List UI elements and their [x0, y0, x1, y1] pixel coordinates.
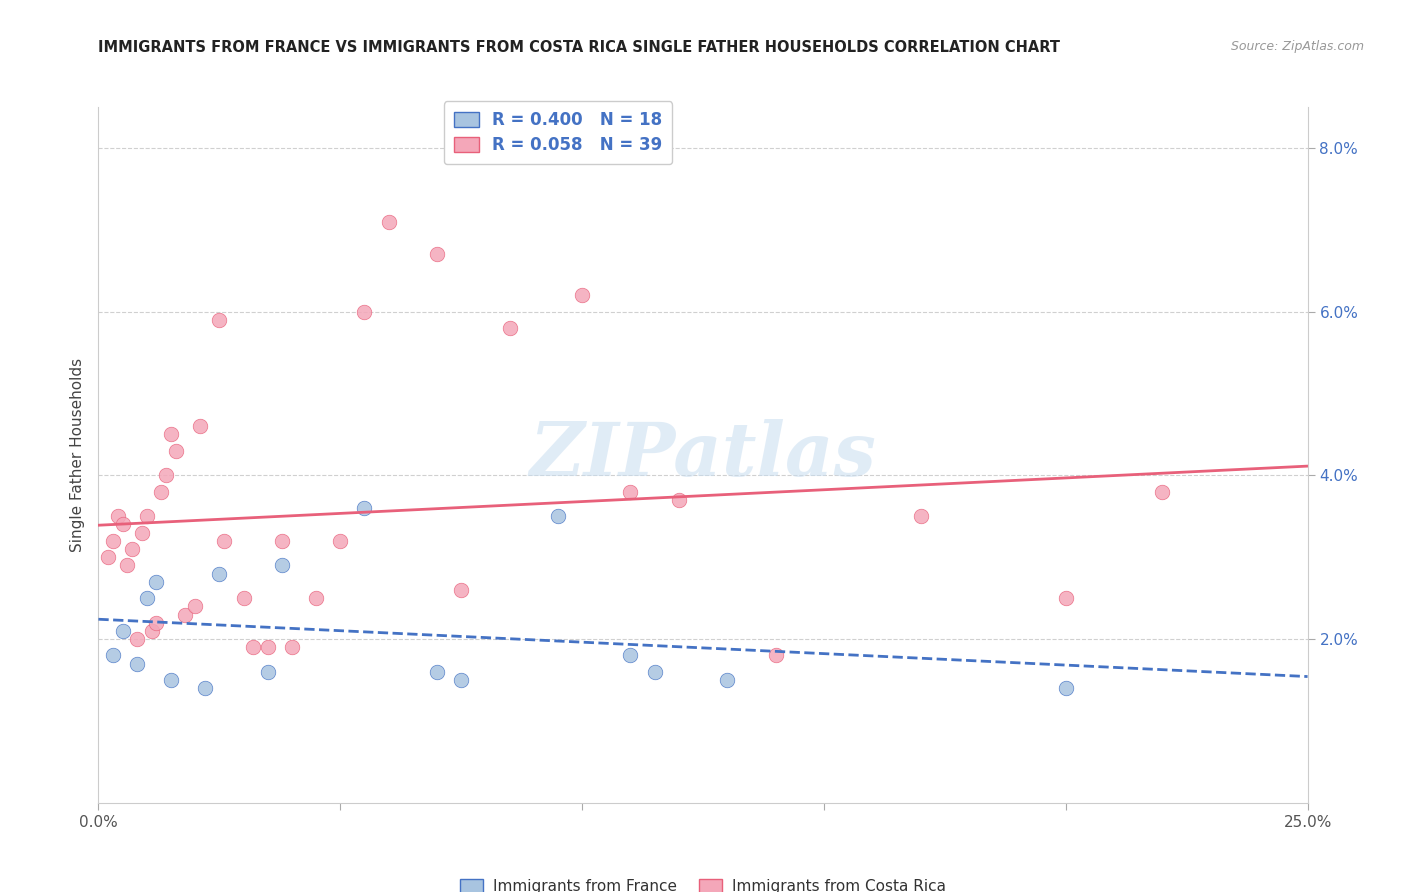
- Point: [97, 550, 120, 565]
- Point: [910, 509, 932, 524]
- Point: [117, 558, 139, 573]
- Point: [353, 304, 375, 318]
- Point: [111, 517, 134, 532]
- Point: [121, 542, 143, 557]
- Point: [194, 681, 217, 696]
- Point: [619, 648, 641, 663]
- Point: [547, 509, 569, 524]
- Point: [668, 492, 690, 507]
- Point: [127, 632, 149, 646]
- Point: [450, 582, 472, 597]
- Text: IMMIGRANTS FROM FRANCE VS IMMIGRANTS FROM COSTA RICA SINGLE FATHER HOUSEHOLDS CO: IMMIGRANTS FROM FRANCE VS IMMIGRANTS FRO…: [98, 40, 1060, 55]
- Point: [619, 484, 641, 499]
- Point: [155, 468, 177, 483]
- Point: [271, 558, 294, 573]
- Point: [101, 533, 124, 548]
- Point: [188, 419, 211, 434]
- Point: [145, 615, 167, 630]
- Point: [1054, 681, 1077, 696]
- Point: [498, 321, 520, 335]
- Point: [377, 214, 399, 228]
- Point: [160, 427, 183, 442]
- Legend: Immigrants from France, Immigrants from Costa Rica: Immigrants from France, Immigrants from …: [454, 873, 952, 892]
- Point: [131, 525, 153, 540]
- Point: [765, 648, 787, 663]
- Point: [426, 247, 449, 261]
- Point: [426, 665, 449, 679]
- Point: [232, 591, 254, 606]
- Point: [135, 509, 157, 524]
- Point: [271, 533, 294, 548]
- Point: [145, 574, 167, 589]
- Point: [127, 657, 149, 671]
- Point: [305, 591, 328, 606]
- Text: ZIPatlas: ZIPatlas: [530, 418, 876, 491]
- Point: [242, 640, 264, 655]
- Point: [184, 599, 207, 614]
- Point: [256, 640, 278, 655]
- Point: [644, 665, 666, 679]
- Point: [160, 673, 183, 687]
- Point: [107, 509, 129, 524]
- Point: [353, 501, 375, 516]
- Point: [329, 533, 352, 548]
- Point: [135, 591, 157, 606]
- Point: [212, 533, 235, 548]
- Point: [208, 566, 231, 581]
- Point: [1054, 591, 1077, 606]
- Text: Source: ZipAtlas.com: Source: ZipAtlas.com: [1230, 40, 1364, 54]
- Point: [101, 648, 124, 663]
- Point: [716, 673, 738, 687]
- Point: [150, 484, 173, 499]
- Point: [165, 443, 187, 458]
- Point: [281, 640, 304, 655]
- Point: [174, 607, 197, 622]
- Point: [256, 665, 278, 679]
- Point: [571, 288, 593, 302]
- Point: [208, 313, 231, 327]
- Y-axis label: Single Father Households: Single Father Households: [70, 358, 86, 552]
- Point: [1152, 484, 1174, 499]
- Point: [450, 673, 472, 687]
- Point: [111, 624, 134, 638]
- Point: [141, 624, 163, 638]
